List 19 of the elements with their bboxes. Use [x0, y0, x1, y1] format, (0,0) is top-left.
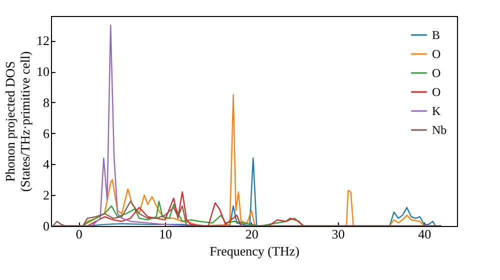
x-tick-label: 10	[159, 226, 172, 242]
y-tick-label: 10	[36, 64, 50, 80]
legend-label: O	[432, 66, 441, 80]
y-tick-label: 4	[43, 156, 50, 172]
legend-label: O	[432, 47, 441, 61]
legend-label: B	[432, 28, 440, 42]
y-tick-label: 8	[43, 94, 50, 110]
x-tick-label: 0	[76, 226, 82, 242]
y-axis-title: Phonon projected DOS (States/THz·primitive cell)	[2, 51, 32, 192]
x-tick-label: 40	[418, 226, 432, 242]
y-tick-label: 2	[43, 188, 50, 203]
y-tick-label: 6	[43, 126, 50, 141]
legend-label: O	[432, 85, 441, 99]
x-tick-label: 20	[245, 226, 258, 242]
x-axis-title: Frequency (THz)	[210, 244, 300, 258]
legend-label: K	[432, 104, 441, 118]
x-tick-label: 30	[332, 226, 345, 242]
y-tick-label: 12	[36, 33, 50, 48]
legend-label: Nb	[432, 123, 447, 137]
